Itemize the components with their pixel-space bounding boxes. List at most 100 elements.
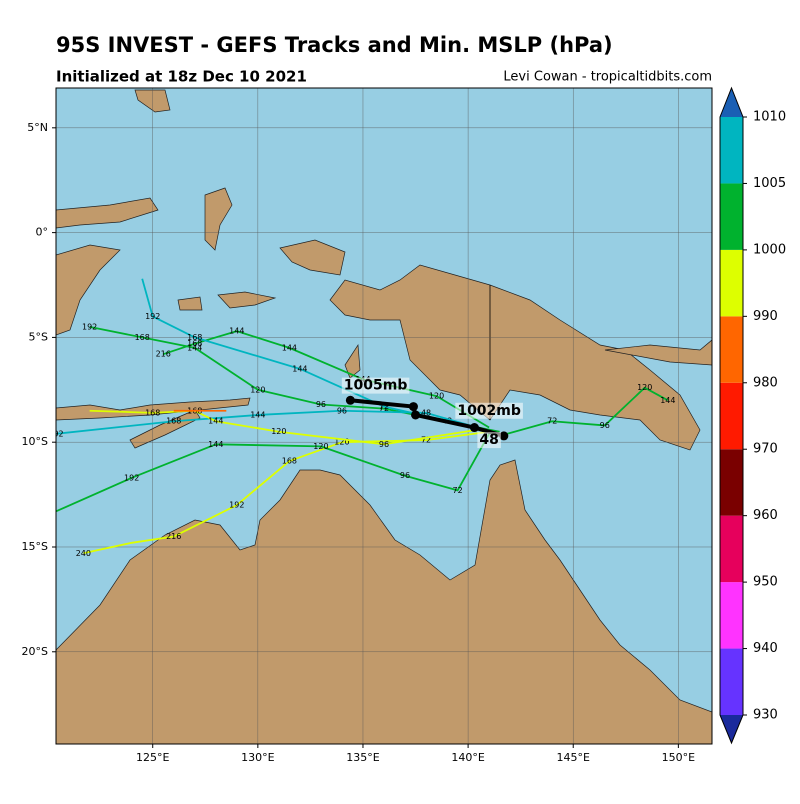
hour-label: 96 (400, 471, 410, 480)
mean-point (499, 431, 509, 441)
hour-label: 120 (250, 385, 265, 394)
y-tick-label: 20°S (22, 645, 48, 658)
hour-label: 120 (271, 427, 286, 436)
colorbar-label: 990 (753, 309, 778, 324)
land (56, 459, 712, 744)
land (329, 264, 701, 451)
colorbar-label: 980 (753, 375, 778, 390)
hour-label: 168 (282, 457, 297, 466)
colorbar-label: 950 (753, 575, 778, 590)
land (134, 89, 171, 113)
hour-label: 216 (166, 532, 181, 541)
colorbar-label: 930 (753, 708, 778, 723)
colorbar-label: 940 (753, 641, 778, 656)
hour-label: 240 (76, 549, 91, 558)
member-track (141, 278, 469, 427)
land (604, 339, 712, 366)
land (56, 197, 159, 229)
hour-label: 168 (166, 417, 181, 426)
x-tick-label: 135°E (346, 751, 379, 764)
hour-label: 168 (135, 333, 150, 342)
colorbar-segment (720, 382, 743, 450)
y-tick-label: 5°N (27, 121, 48, 134)
x-tick-label: 150°E (662, 751, 695, 764)
colorbar-segment (720, 648, 743, 715)
map-frame (55, 87, 713, 745)
hour-label: 144 (660, 396, 675, 405)
hour-label: 120 (429, 392, 444, 401)
land (217, 291, 277, 309)
member-track (162, 330, 490, 429)
hour-label: 192 (229, 501, 244, 510)
colorbar-segment (720, 183, 743, 250)
colorbar-segment (720, 582, 743, 649)
hour-label: 96 (600, 421, 610, 430)
land (56, 244, 121, 336)
annotation: 48 (479, 432, 498, 448)
credit: Levi Cowan - tropicaltidbits.com (503, 70, 712, 85)
member-track (499, 386, 669, 437)
colorbar-extend (720, 88, 743, 117)
member-track (89, 409, 479, 446)
mean-point (411, 410, 421, 420)
hour-label: 96 (337, 406, 347, 415)
colorbar-label: 970 (753, 442, 778, 457)
hour-label: 168 (187, 333, 202, 342)
y-tick-label: 15°S (22, 540, 48, 553)
annotation: 1002mb (457, 403, 521, 419)
annotation: 1005mb (344, 378, 408, 394)
subtitle: Initialized at 18z Dec 10 2021 (56, 68, 307, 86)
colorbar-label: 960 (753, 508, 778, 523)
hour-label: 72 (379, 404, 389, 413)
land (279, 239, 346, 276)
x-tick-label: 140°E (451, 751, 484, 764)
annotation-bg (455, 402, 523, 419)
colorbar-segment (720, 316, 743, 383)
colorbar-segment (720, 117, 743, 184)
hour-label: 96 (379, 440, 389, 449)
colorbar-label: 1000 (753, 242, 786, 257)
colorbar-segment (720, 249, 743, 317)
hour-label: 144 (229, 327, 244, 336)
y-tick-label: 10°S (22, 435, 48, 448)
hour-label: 168 (145, 408, 160, 417)
y-tick-label: 0° (36, 226, 49, 239)
member-track (56, 433, 490, 513)
map: 4872961201441681924896144168192721201681… (48, 88, 712, 744)
hour-label: 72 (452, 486, 462, 495)
member-track (56, 409, 500, 435)
hour-label: 144 (208, 417, 223, 426)
mean-point (469, 423, 479, 433)
hour-label: 120 (334, 438, 349, 447)
y-tick-label: 5°S (29, 330, 48, 343)
hour-label: 72 (379, 402, 389, 411)
hour-label: 144 (282, 343, 297, 352)
mean-point (345, 395, 355, 405)
land (56, 397, 251, 421)
hour-label: 192 (124, 473, 139, 482)
hour-label: 216 (156, 350, 171, 359)
hour-label: 144 (250, 410, 265, 419)
annotation-bg (477, 432, 501, 449)
hour-label: 72 (547, 417, 557, 426)
colorbar-extend (720, 715, 743, 743)
hour-label: 192 (82, 322, 97, 331)
hour-label: 120 (637, 383, 652, 392)
hour-label: 48 (421, 408, 431, 417)
hour-label: 192 (48, 429, 63, 438)
hour-label: 144 (187, 343, 202, 352)
x-tick-label: 130°E (241, 751, 274, 764)
hour-label: 168 (187, 339, 202, 348)
hour-label: 72 (421, 436, 431, 445)
x-tick-label: 145°E (557, 751, 590, 764)
hour-label: 144 (292, 364, 307, 373)
land (129, 409, 201, 449)
hour-label: 120 (313, 442, 328, 451)
annotation-bg (341, 377, 410, 394)
colorbar-segment (720, 515, 743, 583)
colorbar-label: 1005 (753, 176, 786, 191)
colorbar-segment (720, 449, 743, 516)
mean-point (408, 402, 418, 412)
x-tick-label: 125°E (136, 751, 169, 764)
